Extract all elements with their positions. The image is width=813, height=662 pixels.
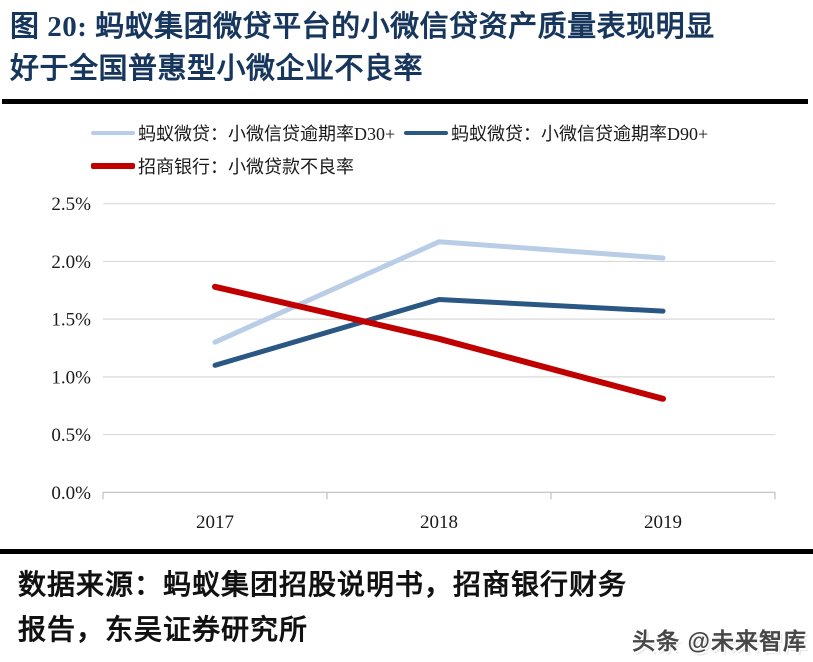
figure-title: 图 20: 蚂蚁集团微贷平台的小微信贷资产质量表现明显 好于全国普惠型小微企业不… (10, 6, 805, 90)
footer-divider-rule (0, 549, 813, 554)
legend-label-d30: 蚂蚁微贷：小微信贷逾期率D30+ (138, 124, 396, 144)
svg-text:0.0%: 0.0% (51, 483, 91, 504)
svg-text:0.5%: 0.5% (51, 425, 91, 446)
svg-text:1.0%: 1.0% (51, 367, 91, 388)
legend-swatch-d90 (404, 131, 448, 135)
svg-text:2.5%: 2.5% (51, 194, 91, 215)
watermark-text: 头条 @未来智库 (632, 628, 807, 654)
svg-text:1.5%: 1.5% (51, 310, 91, 331)
legend-swatch-cmb (91, 163, 135, 169)
legend-item-d30: 蚂蚁微贷：小微信贷逾期率D30+ (91, 122, 395, 144)
svg-text:2018: 2018 (420, 512, 458, 533)
legend-item-cmb: 招商银行：小微贷款不良率 (91, 155, 354, 177)
legend-label-d90: 蚂蚁微贷：小微信贷逾期率D90+ (451, 124, 709, 144)
figure-title-line1: 图 20: 蚂蚁集团微贷平台的小微信贷资产质量表现明显 (10, 11, 715, 43)
legend-label-cmb: 招商银行：小微贷款不良率 (138, 157, 354, 177)
legend-swatch-d30 (91, 131, 135, 135)
legend-item-d90: 蚂蚁微贷：小微信贷逾期率D90+ (404, 122, 708, 144)
svg-text:2019: 2019 (644, 512, 682, 533)
svg-text:2017: 2017 (196, 512, 234, 533)
figure-title-line2: 好于全国普惠型小微企业不良率 (10, 53, 424, 85)
title-divider-rule (2, 99, 808, 104)
data-source-text: 数据来源：蚂蚁集团招股说明书，招商银行财务报告，东吴证券研究所 (18, 570, 628, 646)
svg-text:2.0%: 2.0% (51, 252, 91, 273)
